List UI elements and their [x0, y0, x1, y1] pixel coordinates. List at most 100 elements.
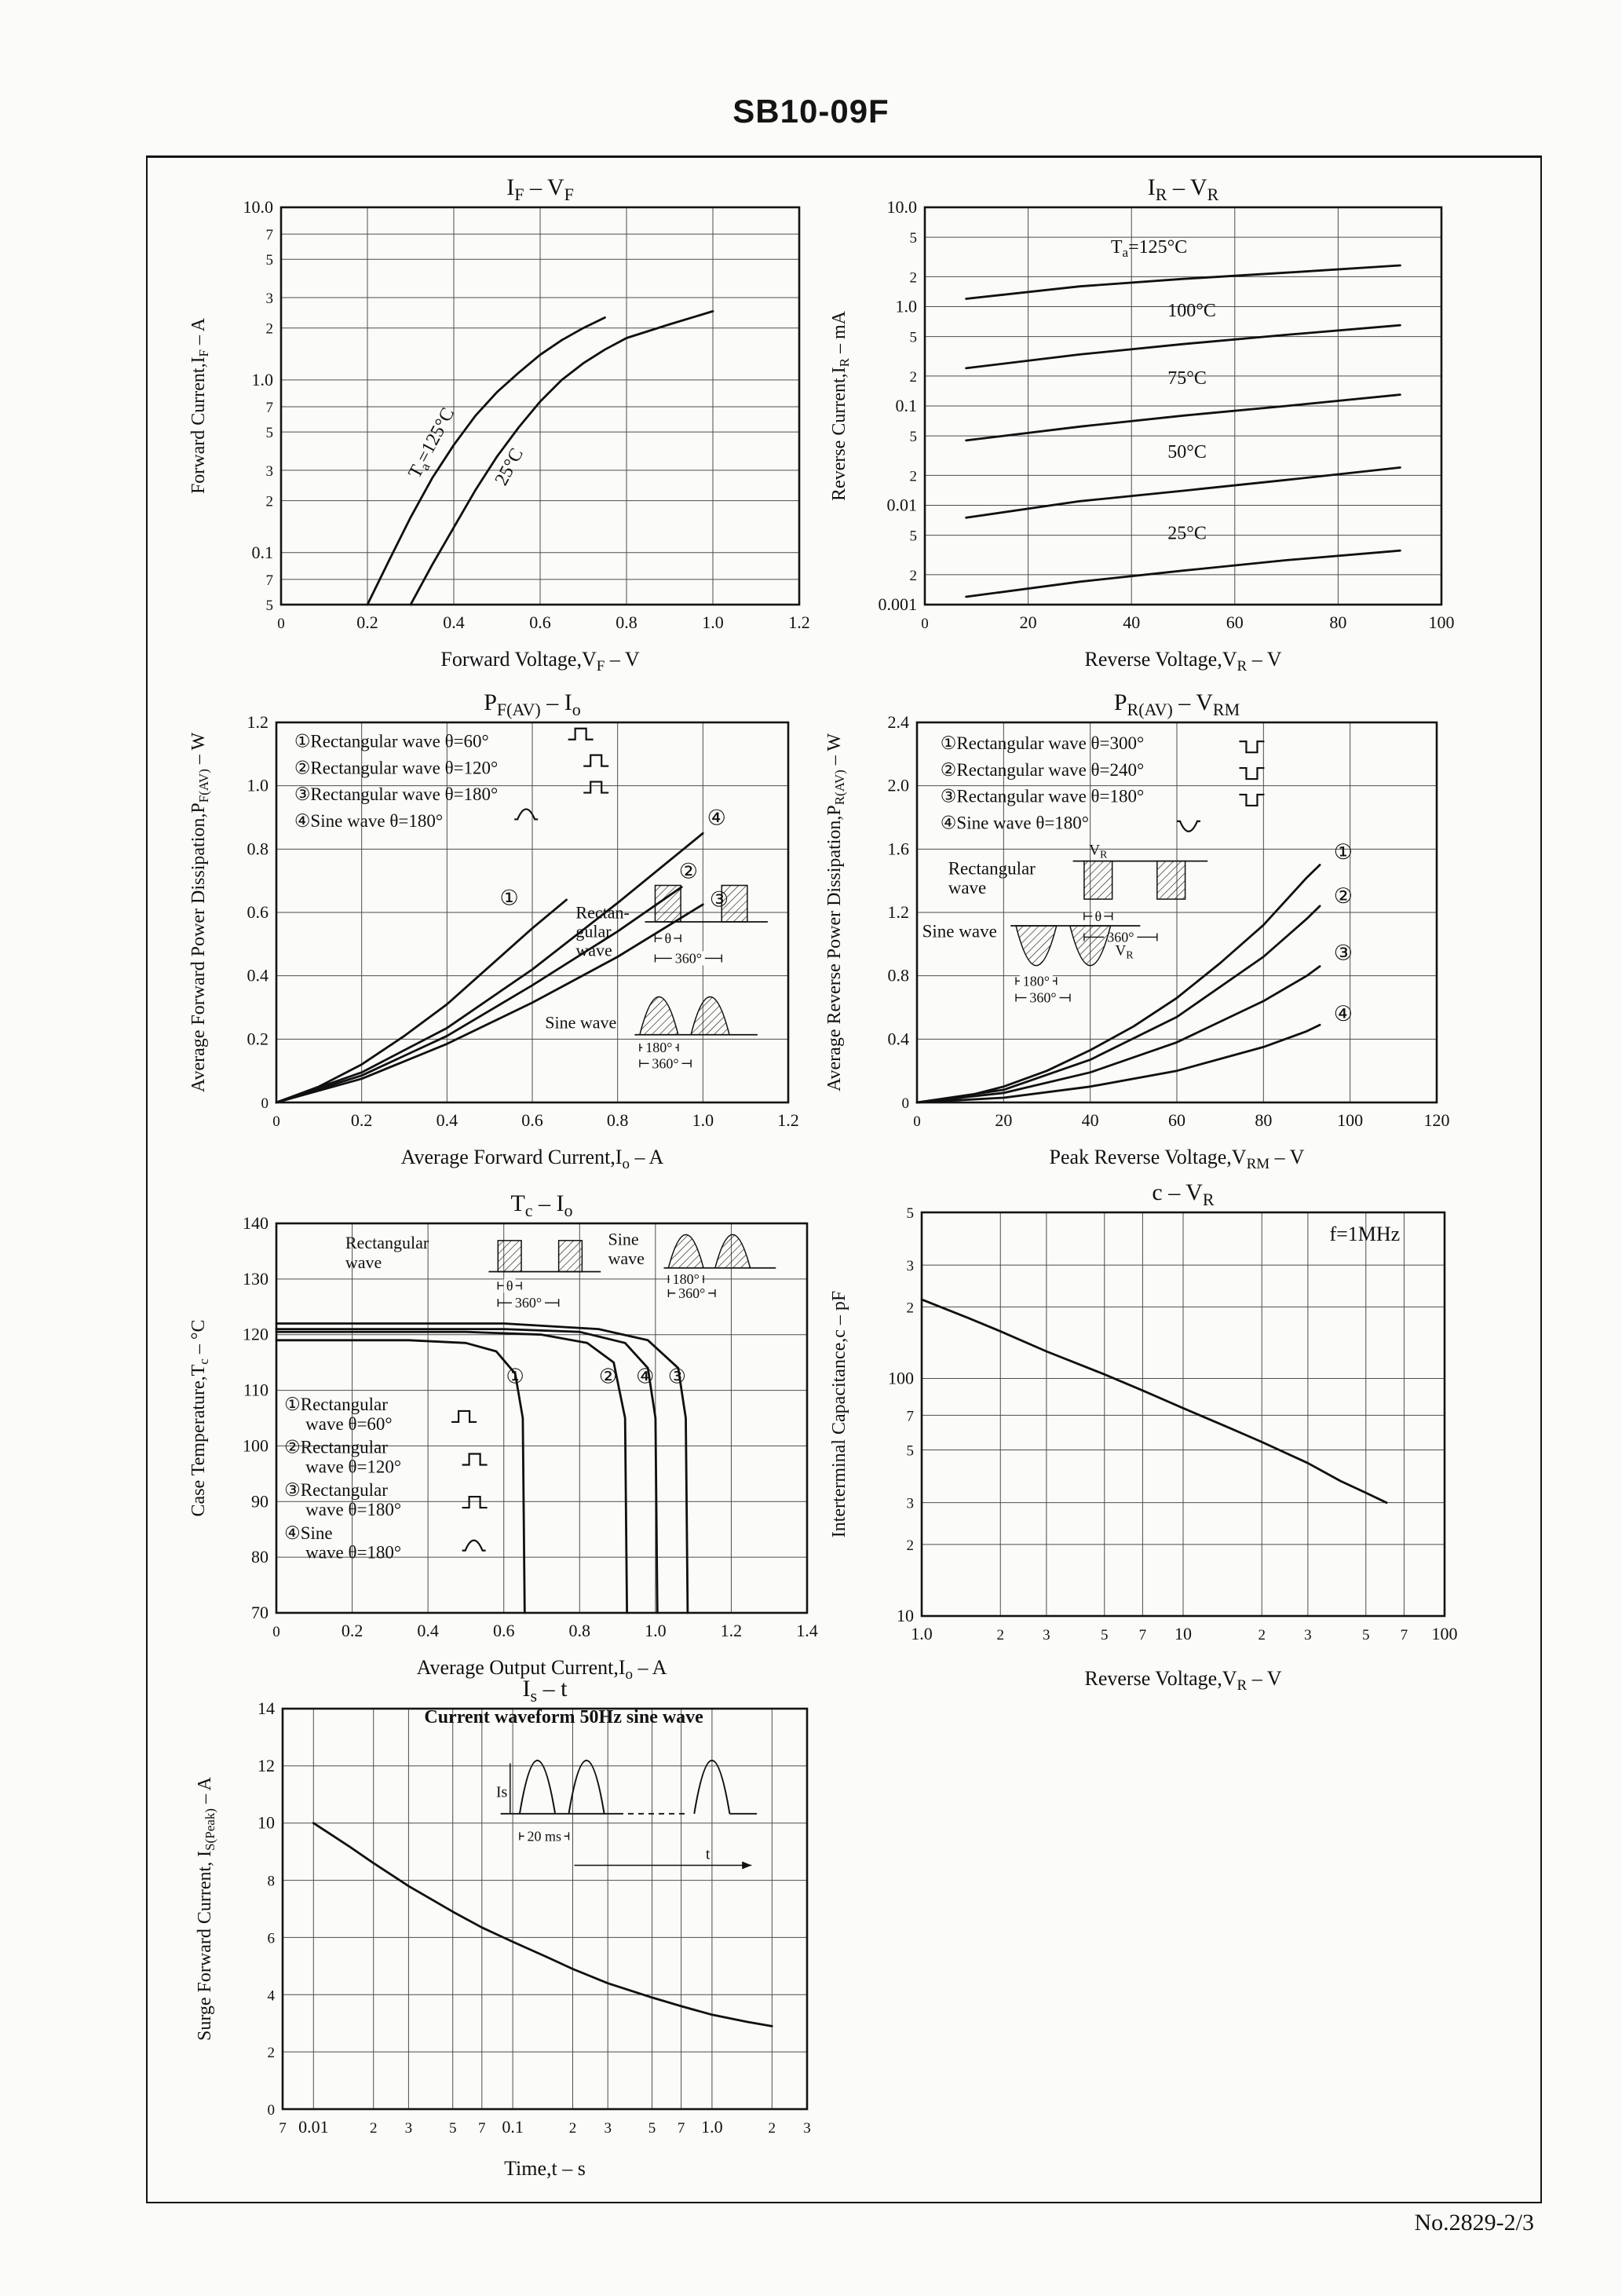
x-tick-label: 3	[803, 2120, 811, 2137]
svg-text:θ: θ	[506, 1278, 513, 1293]
y-tick-label: 5	[910, 330, 918, 346]
annotation: ④	[707, 806, 726, 830]
y-tick-label: 0.01	[887, 495, 918, 515]
y-tick-label: 1.2	[247, 712, 269, 732]
x-tick-label: 1.0	[645, 1621, 667, 1640]
x-tick-label: 0.6	[493, 1621, 515, 1640]
y-tick-label: 3	[266, 463, 274, 480]
annotation: ③Rectangular wave θ=180°	[941, 787, 1144, 806]
y-tick-label: 2	[910, 369, 918, 386]
y-tick-label: 2	[268, 2045, 276, 2061]
curve-3	[275, 1328, 659, 1614]
annotation: ①	[500, 886, 519, 909]
page-number: No.2829-2/3	[1414, 2210, 1535, 2236]
y-tick-label: 12	[258, 1756, 275, 1775]
annotation: Sine	[608, 1229, 639, 1249]
x-tick-label: 0	[913, 1113, 921, 1130]
x-tick-label: 1.2	[721, 1621, 743, 1640]
rect-wave-glyph	[1239, 740, 1265, 754]
y-tick-label: 14	[258, 1698, 275, 1718]
y-tick-label: 2	[910, 568, 918, 584]
annotation: ③	[668, 1365, 686, 1387]
annotation: ②Rectangular wave θ=120°	[294, 758, 498, 777]
y-tick-label: 2	[266, 321, 274, 338]
x-tick-label: 20	[1020, 612, 1037, 632]
x-tick-label: 0.4	[417, 1621, 439, 1640]
annotation: wave	[345, 1252, 382, 1272]
y-tick-label: 0.8	[888, 966, 910, 985]
svg-text:180°: 180°	[645, 1040, 672, 1055]
y-tick-label: 120	[243, 1325, 269, 1344]
x-tick-label: 1.0	[692, 1110, 714, 1130]
y-axis-label: Case Temperature,Tc – °C	[188, 1320, 211, 1517]
annotation: Sine wave	[545, 1013, 616, 1033]
y-tick-label: 0	[268, 2102, 276, 2119]
x-tick-label: 5	[449, 2120, 457, 2137]
y-axis-label: Forward Current,IF – A	[188, 317, 211, 494]
svg-text:360°: 360°	[515, 1295, 542, 1311]
svg-text:θ: θ	[664, 930, 671, 946]
curve-2	[915, 905, 1321, 1104]
annotation: Ta=125°C	[404, 404, 460, 483]
y-tick-label: 140	[243, 1213, 269, 1233]
x-tick-label: 0	[277, 616, 285, 632]
annotation: 50°C	[1167, 442, 1207, 462]
svg-text:20 ms: 20 ms	[527, 1828, 561, 1844]
svg-text:360°: 360°	[675, 950, 702, 966]
y-tick-label: 1.0	[252, 370, 274, 389]
annotation: ④Sine wave θ=180°	[941, 813, 1089, 833]
x-tick-label: 20	[995, 1110, 1012, 1130]
curve-4	[915, 1023, 1321, 1104]
x-tick-label: 0.01	[298, 2117, 329, 2137]
chart-title: PF(AV) – Io	[484, 689, 581, 719]
plot-frame	[275, 1222, 809, 1614]
annotation: wave θ=180°	[305, 1500, 401, 1519]
x-tick-label: 100	[1337, 1110, 1363, 1130]
y-tick-label: 110	[243, 1380, 269, 1400]
annotation: ①	[1334, 840, 1353, 864]
page-title: SB10-09F	[732, 93, 890, 130]
svg-text:VR: VR	[1089, 843, 1108, 861]
annotation: wave θ=180°	[305, 1543, 401, 1563]
sine-wave-glyph	[1177, 820, 1200, 832]
curve-4	[275, 832, 704, 1104]
y-tick-label: 2.4	[888, 712, 910, 732]
chart-prav-vrm: 0 20 40 60 80 100 120 0 0.4 0.8 1.2 1.6 2.0 2.4 PR(AV)…	[824, 689, 1450, 1172]
y-tick-label: 3	[907, 1258, 915, 1274]
top-rule	[146, 155, 1542, 158]
chart-if-vf: 0 0.2 0.4 0.6 0.8 1.0 1.2 10.0 7 5 3 2 1.0 7 5 3 2 0.1 7 5 I…	[188, 174, 810, 675]
x-tick-label: 1.0	[702, 612, 724, 632]
x-tick-label: 5	[1101, 1627, 1109, 1643]
chart-tc-io: 0 0.2 0.4 0.6 0.8 1.0 1.2 1.4 70 80 90 100 110 120 130…	[188, 1190, 818, 1683]
x-tick-label: 60	[1226, 612, 1244, 632]
x-tick-label: 7	[1401, 1627, 1408, 1643]
y-tick-label: 3	[907, 1496, 915, 1512]
y-tick-label: 5	[907, 1205, 915, 1222]
curve-1	[965, 264, 1401, 300]
rect-wave-glyph	[1239, 793, 1265, 807]
y-axis-label: Average Forward Power Dissipation,PF(AV)…	[188, 733, 211, 1093]
annotation: ③Rectangular	[284, 1480, 388, 1500]
chart-c-vr: 1.0 2 3 5 7 10 2 3 5 7 100 10 2 3 5 7 100 2 3 5 c – VR Revers…	[829, 1179, 1458, 1694]
annotation: wave	[608, 1249, 645, 1268]
annotation: ④Sine wave θ=180°	[294, 811, 443, 831]
x-tick-label: 3	[405, 2120, 413, 2137]
y-tick-label: 0	[261, 1095, 269, 1112]
x-tick-label: 3	[1043, 1627, 1050, 1643]
x-tick-label: 0.8	[569, 1621, 591, 1640]
annotation: ①Rectangular	[284, 1395, 388, 1414]
curve-1	[312, 1822, 773, 2027]
x-tick-label: 0.8	[616, 612, 637, 632]
x-axis-label: Forward Voltage,VF – V	[440, 648, 639, 675]
y-tick-label: 0.001	[879, 594, 918, 614]
x-tick-label: 0	[272, 1624, 280, 1640]
x-tick-label: 100	[1432, 1624, 1458, 1643]
left-border	[146, 155, 148, 2203]
x-tick-label: 100	[1429, 612, 1455, 632]
annotation: gular	[575, 921, 612, 941]
x-tick-label: 0.4	[443, 612, 465, 632]
annotation: ②	[679, 859, 698, 883]
annotation: Current waveform 50Hz sine wave	[424, 1707, 703, 1727]
x-tick-label: 7	[1139, 1627, 1147, 1643]
